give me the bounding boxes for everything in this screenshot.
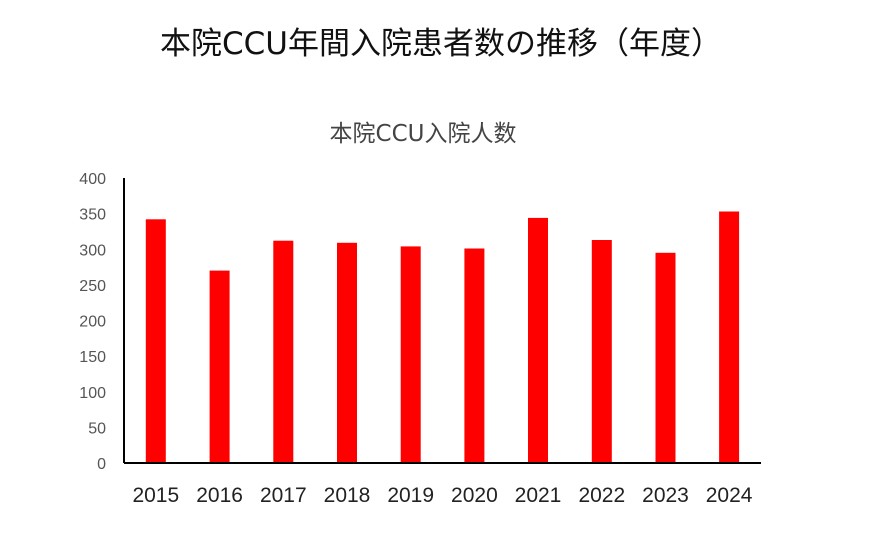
bar-2019 [400,246,421,463]
bar-2017 [273,240,294,463]
x-tick-label: 2023 [642,484,689,507]
x-tick-label: 2015 [132,484,179,507]
bar-2022 [591,240,612,463]
y-tick-label: 300 [79,242,106,259]
bar-2018 [337,242,357,463]
page-title: 本院CCU年間入院患者数の推移（年度） [160,26,722,62]
y-tick-label: 350 [79,207,106,224]
x-tick-label: 2020 [451,484,498,507]
bar-2015 [145,219,166,463]
x-axis-ticks: 2015 2016 2017 2018 2019 2020 2021 2022 2023 2024 [132,484,752,507]
bar-2024 [719,211,740,463]
y-axis-ticks: 0 50 100 150 200 250 300 350 400 [79,171,106,473]
x-tick-label: 2022 [578,484,625,507]
y-tick-label: 400 [79,171,106,188]
y-tick-label: 50 [88,420,106,437]
x-tick-label: 2024 [706,484,753,507]
chart-title: 本院CCU入院人数 [329,121,517,147]
x-tick-label: 2021 [515,484,562,507]
bars-group [145,211,740,463]
bar-2020 [464,248,485,463]
bar-2021 [528,217,548,463]
x-tick-label: 2016 [196,484,243,507]
y-tick-label: 250 [79,278,106,295]
bar-2023 [655,252,676,463]
y-tick-label: 0 [97,456,106,473]
bar-2016 [209,270,230,463]
x-tick-label: 2017 [260,484,307,507]
x-tick-label: 2019 [387,484,434,507]
x-tick-label: 2018 [324,484,371,507]
y-tick-label: 150 [79,349,106,366]
y-tick-label: 100 [79,385,106,402]
y-tick-label: 200 [79,314,106,331]
